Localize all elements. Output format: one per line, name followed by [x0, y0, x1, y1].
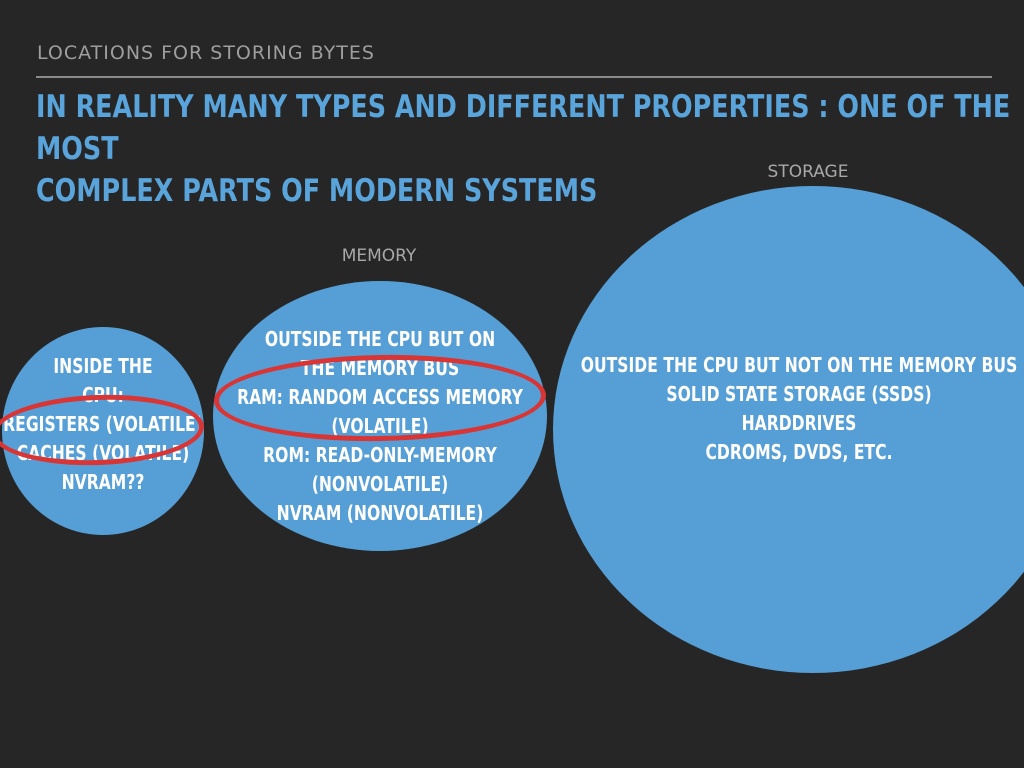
memory-line-4: (VOLATILE): [331, 414, 429, 438]
slide-headline: IN REALITY MANY TYPES AND DIFFERENT PROP…: [36, 86, 1012, 212]
memory-circle: [213, 281, 547, 551]
cpu-circle: [2, 327, 204, 535]
storage-line-1: OUTSIDE THE CPU BUT NOT ON THE MEMORY BU…: [580, 353, 1018, 377]
memory-line-2: THE MEMORY BUS: [300, 356, 460, 380]
cpu-line-5: NVRAM??: [61, 470, 145, 494]
cpu-line-3: REGISTERS (VOLATILE): [3, 412, 203, 436]
headline-line-1: IN REALITY MANY TYPES AND DIFFERENT PROP…: [36, 89, 1011, 167]
storage-line-3: HARDDRIVES: [741, 411, 857, 435]
slide-kicker: LOCATIONS FOR STORING BYTES: [37, 42, 375, 64]
memory-line-5: ROM: READ-ONLY-MEMORY: [263, 443, 497, 467]
title-divider: [36, 76, 992, 78]
memory-line-7: NVRAM (NONVOLATILE): [276, 501, 484, 525]
storage-label: STORAGE: [767, 162, 849, 182]
storage-line-4: CDROMS, DVDS, ETC.: [705, 440, 893, 464]
cpu-line-1: INSIDE THE: [53, 354, 153, 378]
memory-line-6: (NONVOLATILE): [311, 472, 449, 496]
headline-line-2: COMPLEX PARTS OF MODERN SYSTEMS: [36, 173, 598, 209]
memory-circle-text: OUTSIDE THE CPU BUT ON THE MEMORY BUS RA…: [237, 325, 523, 528]
memory-line-1: OUTSIDE THE CPU BUT ON: [264, 327, 496, 351]
memory-label: MEMORY: [341, 246, 417, 266]
memory-line-3: RAM: RANDOM ACCESS MEMORY: [237, 385, 523, 409]
storage-circle: [553, 186, 1024, 673]
cpu-line-4: CACHES (VOLATILE): [16, 441, 190, 465]
cpu-line-2: CPU:: [82, 383, 124, 407]
cpu-circle-text: INSIDE THE CPU: REGISTERS (VOLATILE) CAC…: [3, 352, 203, 497]
storage-circle-text: OUTSIDE THE CPU BUT NOT ON THE MEMORY BU…: [581, 351, 1018, 467]
storage-line-2: SOLID STATE STORAGE (SSDS): [666, 382, 932, 406]
